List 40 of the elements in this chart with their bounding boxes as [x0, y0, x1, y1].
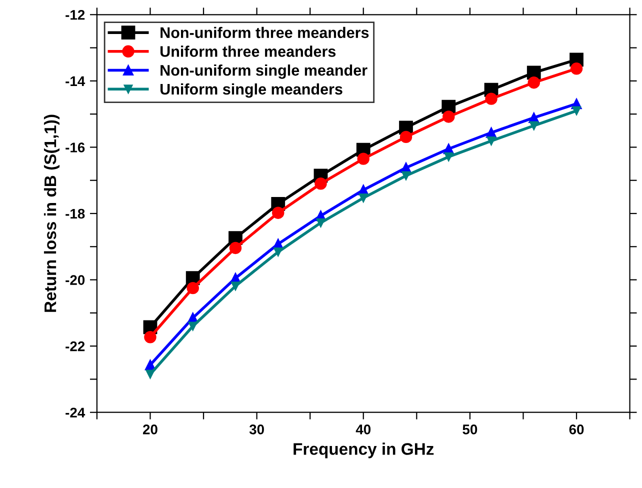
y-tick-label: -18: [66, 208, 85, 219]
point: [529, 121, 538, 130]
x-tick-label: 30: [249, 424, 264, 434]
point: [144, 331, 156, 344]
point: [229, 242, 242, 254]
point: [272, 206, 284, 219]
y-axis-title: Return loss in dB (S(1,1)): [44, 114, 60, 312]
point: [400, 130, 412, 144]
point: [357, 152, 370, 165]
y-tick-label: -12: [66, 10, 85, 20]
y-tick-label: -24: [66, 408, 86, 418]
point: [402, 171, 410, 180]
y-tick-label: -22: [66, 341, 85, 352]
point: [186, 282, 199, 294]
x-axis-title: Frequency in GHz: [294, 442, 434, 458]
point: [485, 92, 498, 105]
point: [444, 152, 454, 162]
legend-label: Non-uniform three meanders: [160, 26, 369, 38]
point: [274, 248, 283, 256]
legend-label: Non-uniform single meander: [160, 64, 368, 79]
point: [528, 76, 540, 89]
x-tick-label: 20: [142, 424, 158, 434]
point: [570, 62, 583, 75]
point: [358, 193, 368, 202]
point: [442, 110, 455, 123]
point: [316, 218, 326, 228]
legend-label: Uniform three meanders: [160, 46, 336, 57]
point: [146, 370, 155, 379]
y-tick-label: -20: [66, 275, 85, 285]
x-tick-label: 50: [462, 424, 478, 434]
point: [314, 178, 327, 190]
y-tick-label: -16: [66, 142, 85, 152]
point: [572, 106, 581, 116]
legend-label: Uniform single meanders: [160, 83, 342, 98]
point: [486, 136, 496, 146]
point: [188, 322, 198, 331]
point: [231, 282, 240, 291]
x-tick-label: 60: [569, 424, 584, 434]
x-tick-label: 40: [356, 424, 371, 434]
y-tick-label: -14: [66, 76, 86, 86]
